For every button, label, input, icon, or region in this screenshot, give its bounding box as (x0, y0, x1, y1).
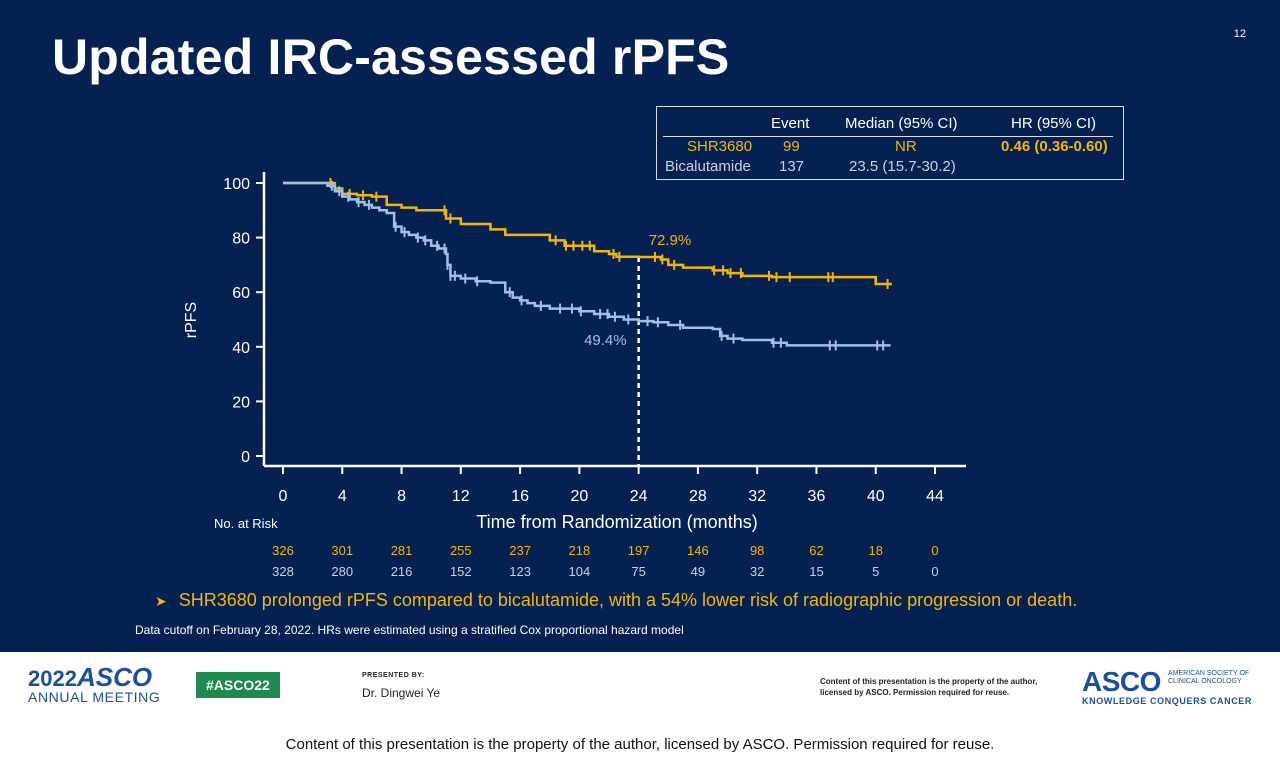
km-curve-bicalutamide (283, 181, 891, 347)
x-axis-label: Time from Randomization (months) (476, 512, 757, 532)
meeting-year: 2022 (28, 666, 77, 691)
header-median: Median (95% CI) (845, 115, 958, 132)
risk-count-bicalutamide: 152 (450, 564, 472, 579)
presented-by-label: PRESENTED BY: (362, 672, 425, 679)
footer-notice: Content of this presentation is the prop… (820, 677, 1038, 697)
header-hr: HR (95% CI) (1011, 115, 1097, 132)
risk-count-shr3680: 197 (628, 543, 650, 558)
y-axis-label: rPFS (183, 302, 200, 338)
x-tick-label: 32 (748, 488, 766, 505)
asco-wordmark: ASCO (1082, 666, 1161, 697)
key-finding-text: SHR3680 prolonged rPFS compared to bical… (178, 590, 1078, 610)
header-divider (663, 136, 1113, 137)
risk-count-bicalutamide: 49 (691, 564, 705, 579)
risk-count-shr3680: 301 (331, 543, 353, 558)
y-tick-label: 20 (232, 394, 250, 411)
y-tick-label: 80 (232, 231, 250, 248)
risk-count-bicalutamide: 123 (509, 564, 531, 579)
risk-count-shr3680: 218 (569, 543, 591, 558)
risk-count-shr3680: 18 (868, 543, 882, 558)
risk-count-shr3680: 281 (391, 543, 413, 558)
asco-tagline: KNOWLEDGE CONQUERS CANCER (1082, 696, 1253, 706)
risk-count-bicalutamide: 15 (809, 564, 823, 579)
y-tick-label: 40 (232, 340, 250, 357)
footer: 2022ASCO ANNUAL MEETING #ASCO22 PRESENTE… (0, 652, 1280, 716)
km-curve-shr3680 (283, 181, 892, 286)
x-tick-label: 24 (630, 488, 648, 505)
risk-count-shr3680: 0 (931, 543, 938, 558)
footnote: Data cutoff on February 28, 2022. HRs we… (135, 623, 684, 637)
annotation-bicalutamide: 49.4% (584, 332, 627, 349)
arrow-bullet-icon: ➤ (155, 593, 167, 609)
asco-org-name: AMERICAN SOCIETY OF CLINICAL ONCOLOGY (1168, 670, 1250, 685)
y-tick-label: 0 (241, 449, 250, 466)
y-tick-label: 100 (223, 176, 250, 193)
risk-count-bicalutamide: 0 (931, 564, 938, 579)
row-shr-event: 99 (783, 138, 800, 155)
risk-count-shr3680: 146 (687, 543, 709, 558)
risk-count-bicalutamide: 280 (331, 564, 353, 579)
risk-count-shr3680: 62 (809, 543, 823, 558)
slide-number: 12 (1233, 28, 1246, 40)
slide-title: Updated IRC-assessed rPFS (52, 29, 730, 85)
x-tick-label: 12 (452, 488, 470, 505)
key-finding: ➤ SHR3680 prolonged rPFS compared to bica… (155, 590, 1077, 611)
x-tick-label: 28 (689, 488, 707, 505)
risk-count-bicalutamide: 216 (391, 564, 413, 579)
row-shr-arm: SHR3680 (687, 138, 753, 155)
x-tick-label: 8 (397, 488, 406, 505)
row-shr-median: NR (895, 138, 917, 155)
presenter-name: Dr. Dingwei Ye (362, 686, 441, 700)
row-bic-event: 137 (779, 158, 805, 175)
x-tick-label: 20 (570, 488, 588, 505)
row-shr-hr: 0.46 (0.36-0.60) (1001, 138, 1108, 155)
x-tick-label: 40 (867, 488, 885, 505)
meeting-subtitle: ANNUAL MEETING (28, 689, 161, 705)
risk-count-bicalutamide: 32 (750, 564, 764, 579)
y-tick-label: 60 (232, 285, 250, 302)
risk-count-shr3680: 255 (450, 543, 472, 558)
legend-table: Event Median (95% CI) HR (95% CI) SHR368… (656, 106, 1124, 180)
risk-count-bicalutamide: 5 (872, 564, 879, 579)
risk-count-bicalutamide: 104 (569, 564, 591, 579)
x-tick-label: 4 (338, 488, 347, 505)
risk-count-shr3680: 326 (272, 543, 294, 558)
risk-count-bicalutamide: 75 (631, 564, 645, 579)
x-tick-label: 44 (926, 488, 944, 505)
asco-logo: ASCO AMERICAN SOCIETY OF CLINICAL ONCOLO… (1082, 666, 1252, 706)
header-event: Event (771, 115, 810, 132)
row-bic-median: 23.5 (15.7-30.2) (849, 158, 956, 175)
meeting-logo: 2022ASCO ANNUAL MEETING (28, 662, 160, 705)
risk-table-label: No. at Risk (214, 516, 278, 531)
hashtag-badge: #ASCO22 (196, 672, 280, 698)
km-chart: 72.9% 49.4% 0 20 40 60 80 100 0 4 8 12 16 20 24 28 32 36… (183, 172, 966, 579)
slide: 12 Updated IRC-assessed rPFS Event Media… (0, 0, 1280, 652)
row-bic-arm: Bicalutamide (665, 158, 751, 175)
risk-count-bicalutamide: 328 (272, 564, 294, 579)
bottom-notice: Content of this presentation is the prop… (285, 736, 995, 753)
annotation-shr3680: 72.9% (649, 232, 692, 249)
x-tick-label: 16 (511, 488, 529, 505)
meeting-name: ASCO (76, 662, 153, 692)
risk-count-shr3680: 98 (750, 543, 764, 558)
x-tick-label: 36 (808, 488, 826, 505)
risk-count-shr3680: 237 (509, 543, 531, 558)
x-tick-label: 0 (279, 488, 288, 505)
